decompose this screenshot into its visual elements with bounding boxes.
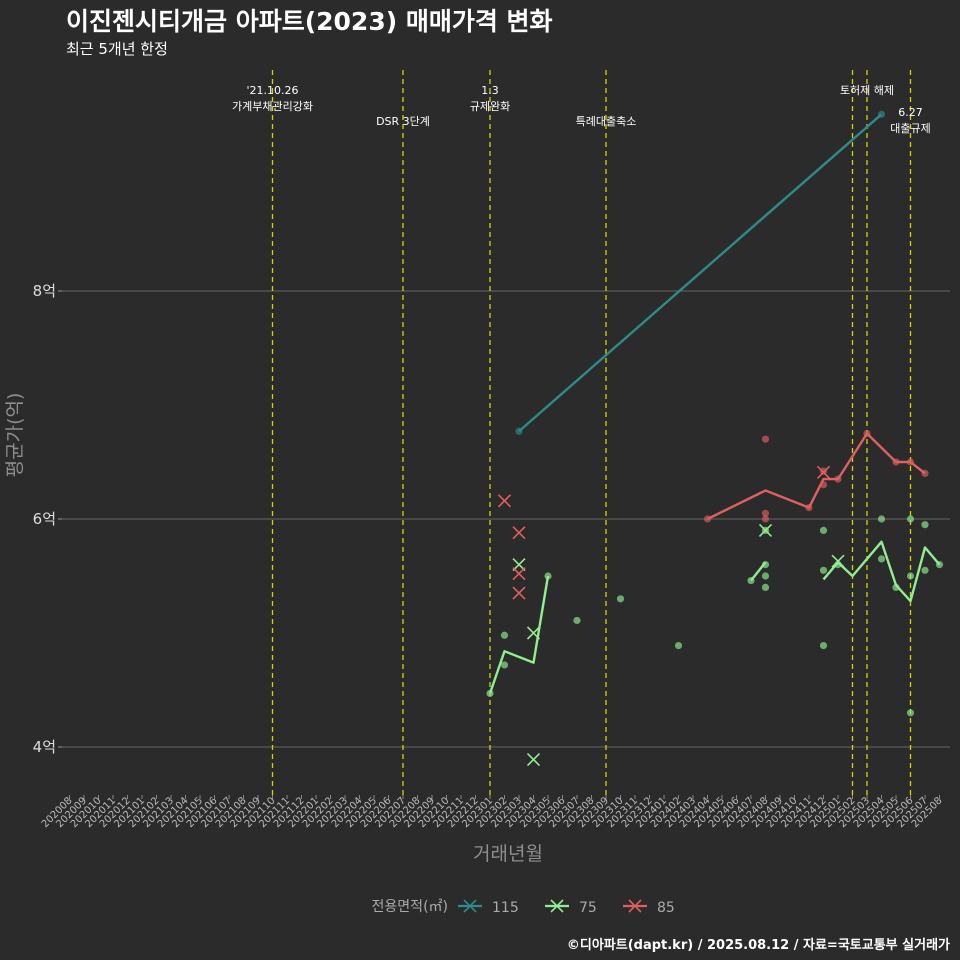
data-point-75 — [616, 595, 625, 603]
x-axis-title: 거래년월 — [473, 843, 543, 865]
data-point-75 — [761, 572, 770, 580]
data-point-85 — [906, 458, 915, 466]
chart-title: 이진젠시티개금 아파트(2023) 매매가격 변화 — [66, 7, 553, 36]
data-point-75 — [877, 555, 886, 563]
data-point-75 — [935, 561, 944, 569]
data-cross-85 — [816, 465, 831, 479]
data-cross-75 — [526, 626, 541, 640]
legend-swatch-cross — [550, 899, 564, 913]
series-75 — [486, 515, 944, 767]
data-point-75 — [761, 583, 770, 592]
data-point-75 — [906, 572, 915, 580]
data-point-85 — [761, 509, 770, 517]
chart-subtitle: 최근 5개년 한정 — [66, 40, 168, 58]
data-point-75 — [544, 572, 552, 580]
legend-label: 85 — [657, 900, 675, 916]
legend-swatch-cross — [463, 899, 477, 913]
legend-item-85: 85 — [623, 899, 675, 916]
grid-layer — [62, 290, 950, 748]
legend-title: 전용면적(㎡) — [372, 899, 448, 915]
data-point-75 — [747, 576, 755, 585]
legend: 전용면적(㎡) 115 75 85 — [372, 899, 675, 916]
data-point-85 — [834, 475, 842, 483]
event-label: DSR 3단계 — [376, 115, 430, 128]
data-point-75 — [906, 515, 915, 523]
data-point-75 — [921, 566, 929, 574]
event-label: 특례대출축소 — [576, 115, 637, 128]
data-cross-85 — [497, 494, 512, 508]
data-point-75 — [877, 515, 886, 523]
legend-swatch-cross — [628, 899, 642, 913]
data-point-75 — [500, 661, 509, 669]
data-point-85 — [819, 467, 828, 475]
y-tick-label: 8억 — [33, 282, 56, 300]
data-cross-75 — [758, 523, 773, 537]
data-point-85 — [805, 504, 813, 512]
event-label: 규제완화 — [470, 100, 510, 113]
data-point-75 — [892, 583, 900, 592]
series-line-85 — [706, 432, 926, 521]
data-point-85 — [761, 515, 770, 523]
y-tick-label: 6억 — [33, 510, 56, 528]
y-tick-label: 4억 — [33, 738, 56, 756]
legend-item-75: 75 — [545, 899, 597, 916]
series-line-75 — [488, 575, 550, 694]
data-point-75 — [921, 521, 929, 529]
y-axis-title: 평균가(억) — [4, 393, 26, 478]
series-115 — [515, 110, 886, 435]
data-point-115 — [515, 427, 523, 435]
data-point-75 — [500, 631, 509, 639]
data-point-85 — [921, 469, 929, 477]
data-point-85 — [761, 435, 770, 443]
data-point-85 — [892, 458, 900, 466]
series-85 — [497, 429, 929, 600]
data-point-75 — [761, 561, 770, 569]
data-point-75 — [819, 566, 828, 574]
data-point-75 — [819, 641, 828, 650]
data-point-85 — [819, 481, 828, 489]
event-label: 토허제 해제 — [840, 83, 894, 97]
data-point-85 — [863, 429, 871, 438]
data-cross-85 — [512, 567, 526, 581]
data-point-75 — [486, 689, 494, 698]
legend-item-115: 115 — [458, 899, 519, 916]
event-label: 가계부채관리강화 — [232, 100, 313, 113]
data-point-75 — [573, 616, 581, 625]
event-label: 대출규제 — [890, 122, 930, 135]
data-cross-75 — [526, 752, 541, 767]
data-point-115 — [877, 110, 886, 118]
credit-line: ©디아파트(dapt.kr) / 2025.08.12 / 자료=국토교통부 실… — [566, 938, 950, 953]
event-label: '21.10.26 — [246, 84, 298, 97]
series-layer — [486, 110, 944, 767]
axis-layer: 4억6억8억2020082020092020102020112020122021… — [33, 282, 945, 830]
legend-label: 115 — [492, 900, 519, 916]
data-point-75 — [819, 526, 828, 535]
data-cross-85 — [512, 526, 526, 540]
data-point-75 — [906, 709, 915, 717]
series-line-115 — [518, 113, 883, 433]
data-cross-85 — [512, 586, 526, 600]
event-label: 1.3 — [481, 84, 499, 97]
data-point-85 — [703, 515, 712, 523]
data-cross-75 — [831, 554, 845, 568]
legend-label: 75 — [579, 900, 597, 916]
data-point-75 — [674, 641, 683, 650]
event-label: 6.27 — [898, 106, 923, 119]
